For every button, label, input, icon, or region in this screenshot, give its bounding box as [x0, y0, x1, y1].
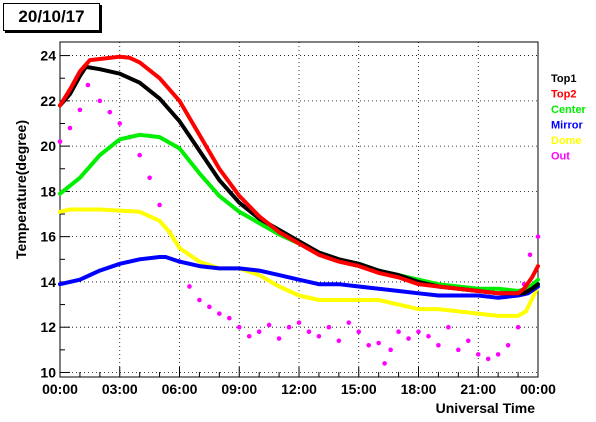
point-out [97, 98, 103, 104]
point-out [57, 139, 63, 144]
y-tick-label: 10 [40, 364, 56, 380]
date-label: 20/10/17 [3, 3, 100, 31]
y-tick-label: 20 [40, 138, 56, 154]
x-tick-label: 00:00 [520, 381, 556, 397]
point-out [388, 347, 393, 353]
point-out [446, 324, 451, 330]
point-out [217, 311, 222, 316]
point-out [236, 324, 242, 330]
point-out [286, 324, 292, 330]
y-tick-label: 18 [40, 183, 56, 199]
point-out [326, 324, 332, 330]
point-out [266, 322, 272, 328]
point-out [207, 304, 212, 310]
point-out [107, 109, 113, 115]
point-out [296, 320, 302, 325]
point-out [276, 336, 282, 341]
point-out [226, 315, 232, 321]
y-tick-label: 24 [40, 48, 56, 64]
legend-entry-mirror: Mirror [551, 120, 584, 132]
x-tick-label: 09:00 [221, 381, 257, 397]
point-out [475, 352, 481, 357]
point-out [246, 333, 252, 339]
x-tick-label: 00:00 [42, 381, 78, 397]
point-out [77, 107, 83, 113]
series-out [57, 82, 541, 366]
y-axis-label: Temperature(degree) [13, 120, 29, 259]
point-out [505, 343, 511, 348]
point-out [306, 329, 312, 335]
point-out [535, 234, 541, 239]
point-out [316, 333, 322, 339]
point-out [376, 340, 381, 346]
y-tick-label: 14 [40, 274, 56, 290]
point-out [85, 82, 91, 88]
point-out [416, 329, 421, 335]
point-out [356, 329, 362, 335]
point-out [495, 352, 501, 357]
point-out [336, 338, 342, 344]
point-out [147, 175, 152, 181]
legend-entry-center: Center [551, 104, 587, 116]
point-out [157, 202, 162, 208]
series-line-dome [58, 207, 540, 318]
x-tick-label: 03:00 [102, 381, 138, 397]
legend-entry-top1: Top1 [551, 73, 576, 85]
point-out [456, 347, 461, 353]
point-out [346, 320, 352, 325]
legend-entry-top2: Top2 [551, 89, 576, 101]
point-out [366, 343, 372, 348]
point-out [382, 361, 387, 366]
y-tick-label: 12 [40, 319, 56, 335]
x-axis-label: Universal Time [436, 400, 536, 416]
y-tick-label: 16 [40, 229, 56, 245]
point-out [426, 333, 431, 339]
point-out [465, 338, 471, 344]
y-tick-label: 22 [40, 93, 56, 109]
tick-labels: 10 12 14 16 18 20 22 24 00:00 03:00 06:00 09:00 12:0… [40, 48, 556, 397]
point-out [396, 329, 401, 335]
x-tick-label: 18:00 [401, 381, 437, 397]
point-out [436, 343, 441, 348]
point-out [67, 125, 73, 131]
series-line-top2 [58, 54, 540, 296]
series-group [57, 54, 541, 366]
point-out [117, 121, 123, 126]
point-out [515, 324, 521, 330]
x-tick-label: 06:00 [162, 381, 198, 397]
x-tick-label: 15:00 [341, 381, 377, 397]
point-out [187, 284, 192, 289]
series-line-mirror [58, 255, 540, 300]
x-tick-label: 12:00 [281, 381, 317, 397]
legend-entry-out: Out [551, 151, 570, 163]
legend-entry-dome: Dome [551, 135, 582, 147]
point-out [197, 297, 202, 303]
point-out [137, 152, 142, 158]
point-out [485, 356, 491, 362]
x-tick-label: 21:00 [460, 381, 496, 397]
point-out [256, 329, 262, 335]
point-out [527, 252, 533, 258]
point-out [406, 336, 411, 341]
legend: Top1 Top2 Center Mirror Dome Out [551, 73, 587, 163]
